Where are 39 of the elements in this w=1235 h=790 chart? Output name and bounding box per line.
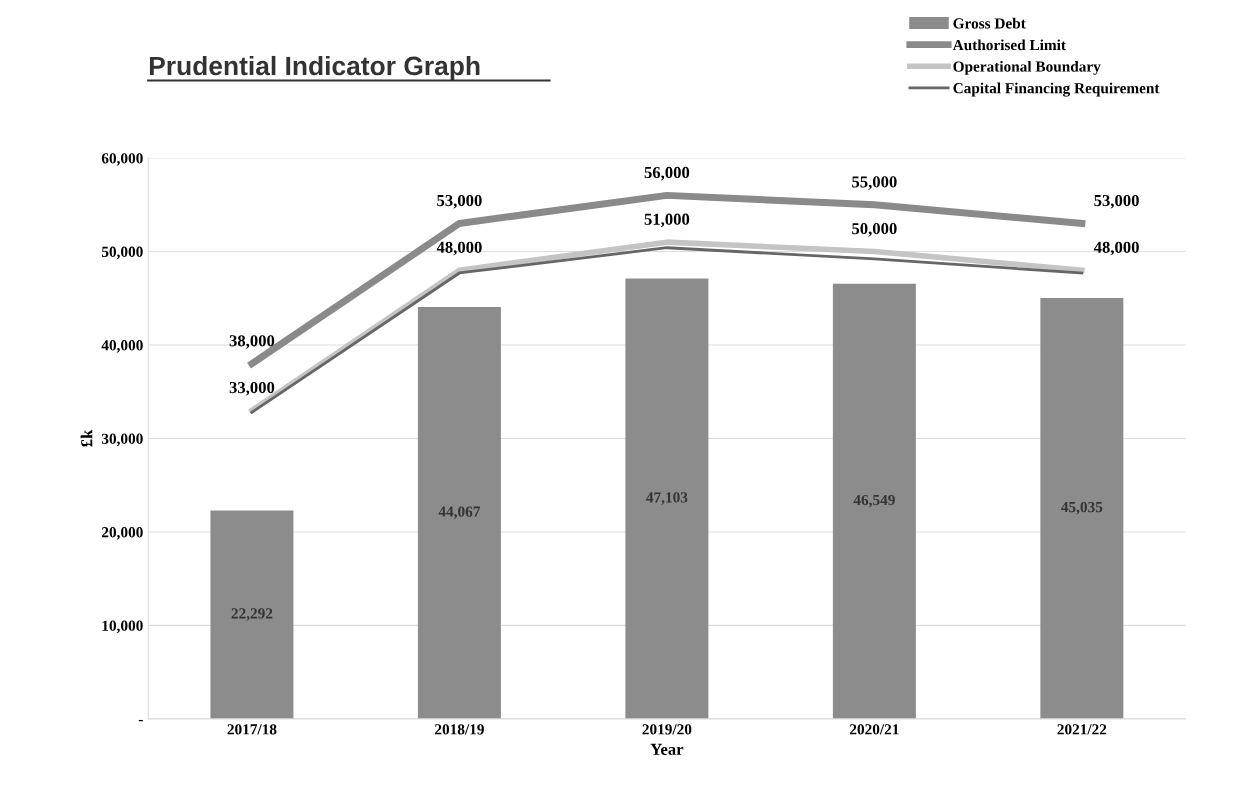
bar (417, 306, 501, 719)
data-label: 46,549 (853, 494, 895, 508)
legend-label: Gross Debt (953, 17, 1026, 29)
y-tick-label: 50,000 (101, 246, 143, 260)
data-label: 44,067 (438, 506, 481, 519)
y-tick-label: 20,000 (101, 527, 143, 540)
legend-label: Authorised Limit (952, 39, 1066, 51)
data-label: 48,000 (1093, 241, 1139, 256)
data-label: 45,035 (1061, 501, 1103, 515)
bar (210, 510, 294, 719)
data-label: 48,000 (436, 241, 482, 256)
data-label: 33,000 (229, 381, 275, 396)
bar (832, 283, 916, 719)
y-tick-label: 40,000 (101, 340, 143, 353)
y-axis-title: £k (80, 429, 93, 447)
x-tick-label: 2019/20 (642, 724, 692, 735)
bar (625, 278, 709, 719)
data-label: 56,000 (644, 166, 690, 181)
x-tick-label: 2018/19 (435, 724, 484, 735)
y-tick-label: - (138, 719, 143, 722)
bar (1040, 297, 1124, 719)
data-label: 47,103 (646, 492, 688, 505)
y-tick-label: 30,000 (101, 433, 143, 447)
data-label: 55,000 (852, 176, 897, 190)
data-label: 22,292 (231, 608, 273, 621)
data-label: 51,000 (644, 213, 690, 228)
x-tick-label: 2017/18 (227, 724, 277, 735)
data-label: 38,000 (229, 335, 275, 349)
x-tick-label: 2021/22 (1057, 724, 1107, 735)
data-label: 53,000 (1094, 194, 1139, 209)
x-axis-title: Year (650, 743, 684, 755)
y-tick-label: 60,000 (101, 153, 143, 166)
y-tick-label: 10,000 (102, 620, 143, 634)
data-label: 53,000 (437, 194, 482, 209)
chart-title: Prudential Indicator Graph (149, 55, 480, 81)
legend-label: Capital Financing Requirement (953, 82, 1160, 97)
legend-label: Operational Boundary (953, 60, 1101, 75)
x-tick-label: 2020/21 (849, 724, 899, 735)
data-label: 50,000 (852, 222, 897, 237)
